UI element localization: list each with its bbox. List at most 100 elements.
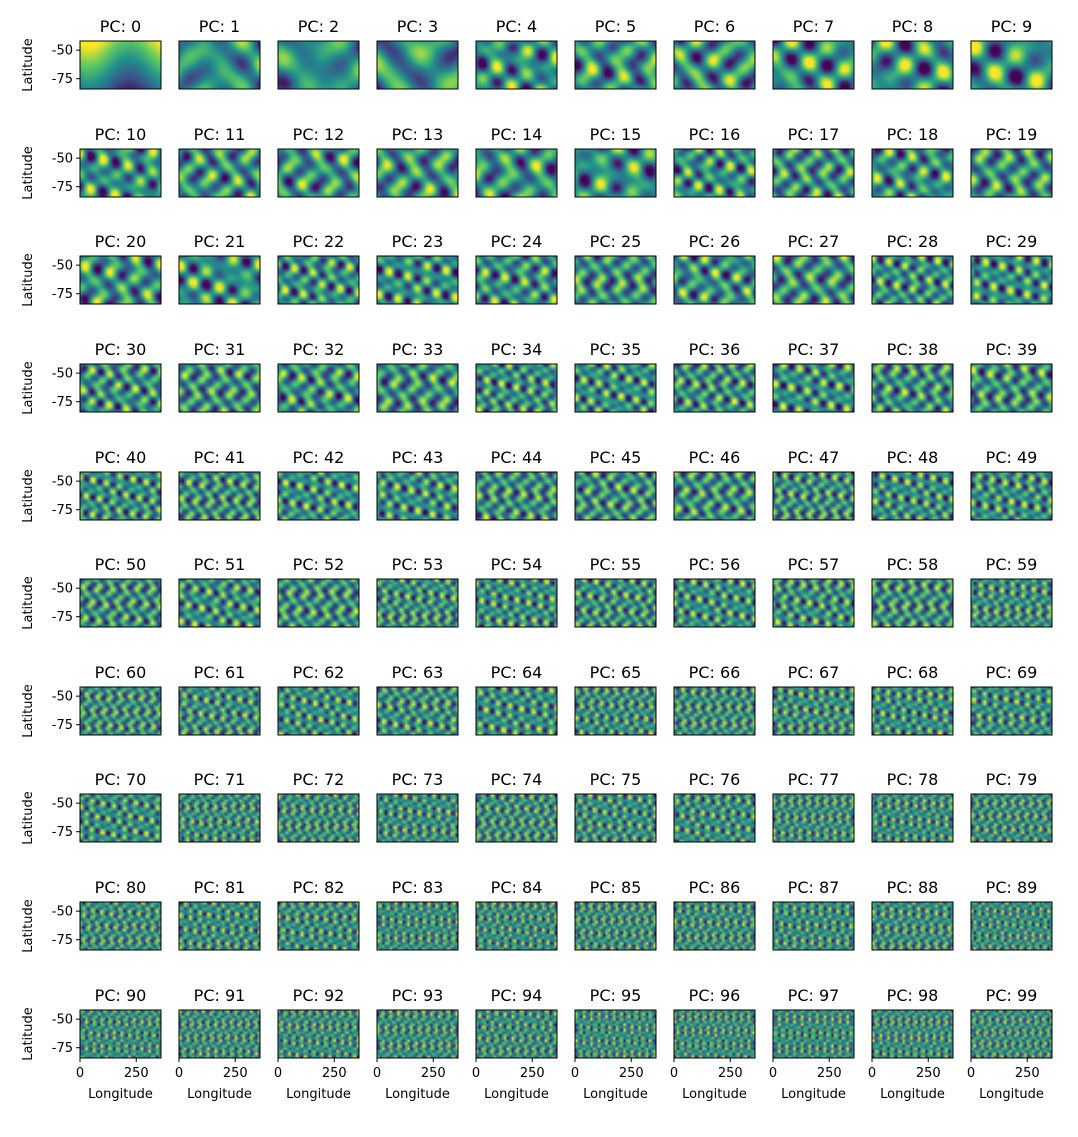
panel-title-pc-49: PC: 49 — [986, 448, 1038, 467]
heatmap-image-pc-92 — [278, 1010, 359, 1058]
panel-title-pc-32: PC: 32 — [293, 340, 345, 359]
panel-frame-pc-63 — [376, 686, 459, 736]
panel-title-pc-95: PC: 95 — [590, 986, 642, 1005]
y-tick-label: -50 — [52, 582, 73, 597]
heatmap-image-pc-71 — [179, 794, 260, 842]
panel-frame-pc-94 — [475, 1009, 558, 1059]
panel-frame-pc-47 — [772, 471, 855, 521]
heatmap-image-pc-51 — [179, 579, 260, 627]
panel-frame-pc-84 — [475, 901, 558, 951]
heatmap-image-pc-3 — [377, 41, 458, 89]
panel-title-pc-91: PC: 91 — [194, 986, 246, 1005]
x-tick-label: 0 — [472, 1066, 480, 1081]
panel-frame-pc-25 — [574, 255, 657, 305]
panel-title-pc-22: PC: 22 — [293, 232, 345, 251]
panel-frame-pc-46 — [673, 471, 756, 521]
heatmap-image-pc-48 — [872, 472, 953, 520]
panel-frame-pc-89 — [970, 901, 1053, 951]
panel-frame-pc-33 — [376, 363, 459, 413]
panel-frame-pc-44 — [475, 471, 558, 521]
panel-frame-pc-34 — [475, 363, 558, 413]
panel-frame-pc-64 — [475, 686, 558, 736]
panel-title-pc-47: PC: 47 — [788, 448, 840, 467]
heatmap-image-pc-64 — [476, 687, 557, 735]
heatmap-image-pc-81 — [179, 902, 260, 950]
panel-title-pc-33: PC: 33 — [392, 340, 444, 359]
panel-frame-pc-67 — [772, 686, 855, 736]
panel-frame-pc-92 — [277, 1009, 360, 1059]
panel-frame-pc-27 — [772, 255, 855, 305]
y-tick-label: -50 — [52, 1013, 73, 1028]
panel-frame-pc-51 — [178, 578, 261, 628]
heatmap-image-pc-27 — [773, 256, 854, 304]
x-tick-label: 250 — [223, 1066, 248, 1081]
panel-title-pc-34: PC: 34 — [491, 340, 543, 359]
heatmap-image-pc-16 — [674, 149, 755, 197]
panel-frame-pc-71 — [178, 793, 261, 843]
x-tick-label: 250 — [322, 1066, 347, 1081]
panel-frame-pc-45 — [574, 471, 657, 521]
x-tick-label: 250 — [520, 1066, 545, 1081]
panel-frame-pc-75 — [574, 793, 657, 843]
panel-title-pc-98: PC: 98 — [887, 986, 939, 1005]
heatmap-image-pc-36 — [674, 364, 755, 412]
heatmap-image-pc-42 — [278, 472, 359, 520]
panel-title-pc-42: PC: 42 — [293, 448, 345, 467]
y-axis-label: Latitude — [21, 576, 36, 630]
y-tick-label: -75 — [52, 180, 73, 195]
heatmap-image-pc-44 — [476, 472, 557, 520]
x-tick-label: 250 — [718, 1066, 743, 1081]
panel-title-pc-3: PC: 3 — [397, 17, 438, 36]
heatmap-image-pc-26 — [674, 256, 755, 304]
heatmap-image-pc-46 — [674, 472, 755, 520]
heatmap-image-pc-86 — [674, 902, 755, 950]
panel-title-pc-41: PC: 41 — [194, 448, 246, 467]
panel-title-pc-73: PC: 73 — [392, 770, 444, 789]
heatmap-image-pc-55 — [575, 579, 656, 627]
panel-frame-pc-55 — [574, 578, 657, 628]
y-axis-label: Latitude — [21, 684, 36, 738]
heatmap-image-pc-13 — [377, 149, 458, 197]
panel-frame-pc-66 — [673, 686, 756, 736]
heatmap-image-pc-23 — [377, 256, 458, 304]
panel-frame-pc-1 — [178, 40, 261, 90]
panel-frame-pc-96 — [673, 1009, 756, 1059]
heatmap-image-pc-78 — [872, 794, 953, 842]
heatmap-image-pc-29 — [971, 256, 1052, 304]
panel-title-pc-38: PC: 38 — [887, 340, 939, 359]
panel-title-pc-72: PC: 72 — [293, 770, 345, 789]
panel-title-pc-53: PC: 53 — [392, 555, 444, 574]
panel-title-pc-69: PC: 69 — [986, 663, 1038, 682]
panel-frame-pc-4 — [475, 40, 558, 90]
heatmap-image-pc-50 — [80, 579, 161, 627]
y-tick-label: -50 — [52, 475, 73, 490]
x-tick-label: 250 — [916, 1066, 941, 1081]
heatmap-image-pc-25 — [575, 256, 656, 304]
heatmap-image-pc-12 — [278, 149, 359, 197]
panel-title-pc-51: PC: 51 — [194, 555, 246, 574]
panel-title-pc-59: PC: 59 — [986, 555, 1038, 574]
panel-frame-pc-79 — [970, 793, 1053, 843]
panel-frame-pc-86 — [673, 901, 756, 951]
heatmap-image-pc-30 — [80, 364, 161, 412]
heatmap-image-pc-63 — [377, 687, 458, 735]
heatmap-image-pc-94 — [476, 1010, 557, 1058]
panel-frame-pc-13 — [376, 148, 459, 198]
panel-frame-pc-21 — [178, 255, 261, 305]
panel-title-pc-23: PC: 23 — [392, 232, 444, 251]
panel-frame-pc-97 — [772, 1009, 855, 1059]
heatmap-image-pc-75 — [575, 794, 656, 842]
panel-title-pc-20: PC: 20 — [95, 232, 147, 251]
panel-frame-pc-37 — [772, 363, 855, 413]
panel-title-pc-46: PC: 46 — [689, 448, 741, 467]
panel-frame-pc-74 — [475, 793, 558, 843]
panel-frame-pc-91 — [178, 1009, 261, 1059]
panel-title-pc-14: PC: 14 — [491, 125, 543, 144]
panel-frame-pc-30 — [79, 363, 162, 413]
panel-frame-pc-26 — [673, 255, 756, 305]
heatmap-image-pc-88 — [872, 902, 953, 950]
panel-title-pc-90: PC: 90 — [95, 986, 147, 1005]
panel-frame-pc-49 — [970, 471, 1053, 521]
panel-title-pc-92: PC: 92 — [293, 986, 345, 1005]
panel-frame-pc-42 — [277, 471, 360, 521]
